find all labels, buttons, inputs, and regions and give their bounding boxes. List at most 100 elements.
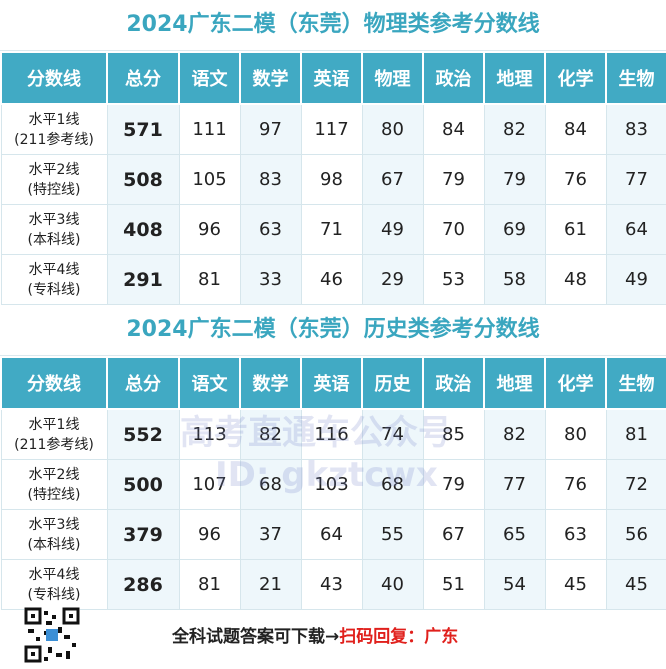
- score-cell: 64: [605, 204, 666, 255]
- score-cell: 69: [483, 204, 546, 255]
- score-cell: 83: [605, 103, 666, 155]
- score-cell: 98: [300, 154, 363, 205]
- data-row: 水平2线 (特控线) 500 107 68 103 68 79 77 76 72: [0, 459, 666, 510]
- level-note: (专科线): [27, 281, 81, 298]
- level-note: (211参考线): [14, 131, 94, 148]
- score-cell: 45: [544, 559, 607, 610]
- level-note: (本科线): [27, 231, 81, 248]
- level-cell: 水平4线 (专科线): [0, 254, 108, 305]
- header-row: 分数线 总分 语文 数学 英语 物理 政治 地理 化学 生物: [0, 51, 666, 105]
- data-row: 水平1线 (211参考线) 571 111 97 117 80 84 82 84 83: [0, 103, 666, 155]
- level-note: (专科线): [27, 586, 81, 603]
- score-cell: 84: [422, 103, 485, 155]
- score-cell: 68: [239, 459, 302, 510]
- total-cell: 500: [106, 459, 180, 510]
- total-cell: 571: [106, 103, 180, 155]
- header-cell: 总分: [106, 356, 180, 410]
- data-row: 水平3线 (本科线) 379 96 37 64 55 67 65 63 56: [0, 509, 666, 560]
- level-cell: 水平4线 (专科线): [0, 559, 108, 610]
- level-name: 水平4线: [28, 566, 80, 583]
- score-cell: 46: [300, 254, 363, 305]
- score-cell: 65: [483, 509, 546, 560]
- score-cell: 67: [422, 509, 485, 560]
- score-cell: 33: [239, 254, 302, 305]
- score-cell: 37: [239, 509, 302, 560]
- header-cell: 分数线: [0, 51, 108, 105]
- score-cell: 83: [239, 154, 302, 205]
- level-note: (特控线): [27, 486, 81, 503]
- header-cell: 地理: [483, 356, 546, 410]
- header-cell: 数学: [239, 51, 302, 105]
- qr-code: [24, 607, 80, 663]
- level-name: 水平1线: [28, 416, 80, 433]
- score-cell: 56: [605, 509, 666, 560]
- score-cell: 103: [300, 459, 363, 510]
- level-name: 水平3线: [28, 211, 80, 228]
- score-cell: 82: [483, 103, 546, 155]
- footer-label: 全科试题答案可下载→: [172, 627, 340, 647]
- score-cell: 81: [178, 559, 241, 610]
- score-cell: 45: [605, 559, 666, 610]
- score-cell: 97: [239, 103, 302, 155]
- score-cell: 82: [239, 408, 302, 460]
- header-cell: 政治: [422, 51, 485, 105]
- score-cell: 49: [605, 254, 666, 305]
- score-cell: 85: [422, 408, 485, 460]
- header-cell: 化学: [544, 356, 607, 410]
- score-cell: 67: [361, 154, 424, 205]
- level-name: 水平4线: [28, 261, 80, 278]
- score-cell: 84: [544, 103, 607, 155]
- score-cell: 80: [544, 408, 607, 460]
- score-cell: 96: [178, 204, 241, 255]
- footer: 全科试题答案可下载→扫码回复：广东: [0, 600, 666, 669]
- score-cell: 48: [544, 254, 607, 305]
- data-row: 水平4线 (专科线) 291 81 33 46 29 53 58 48 49: [0, 254, 666, 305]
- score-cell: 116: [300, 408, 363, 460]
- data-row: 水平1线 (211参考线) 552 113 82 116 74 85 82 80 81: [0, 408, 666, 460]
- score-cell: 96: [178, 509, 241, 560]
- score-table: 分数线 总分 语文 数学 英语 物理 政治 地理 化学 生物 水平1线 (211参考线) 571 111 9…: [0, 51, 666, 305]
- score-cell: 49: [361, 204, 424, 255]
- score-cell: 29: [361, 254, 424, 305]
- level-cell: 水平3线 (本科线): [0, 204, 108, 255]
- level-cell: 水平2线 (特控线): [0, 459, 108, 510]
- total-cell: 379: [106, 509, 180, 560]
- header-cell: 物理: [361, 51, 424, 105]
- score-cell: 72: [605, 459, 666, 510]
- level-name: 水平3线: [28, 516, 80, 533]
- score-cell: 105: [178, 154, 241, 205]
- tables: 2024广东二模（东莞）物理类参考分数线 分数线 总分 语文 数学 英语 物理 政治 地理 化学生…: [0, 0, 666, 610]
- level-note: (本科线): [27, 536, 81, 553]
- score-cell: 111: [178, 103, 241, 155]
- score-cell: 61: [544, 204, 607, 255]
- score-cell: 43: [300, 559, 363, 610]
- score-cell: 79: [422, 459, 485, 510]
- header-cell: 历史: [361, 356, 424, 410]
- score-cell: 76: [544, 154, 607, 205]
- score-cell: 40: [361, 559, 424, 610]
- data-row: 水平4线 (专科线) 286 81 21 43 40 51 54 45 45: [0, 559, 666, 610]
- score-cell: 53: [422, 254, 485, 305]
- score-cell: 74: [361, 408, 424, 460]
- score-cell: 117: [300, 103, 363, 155]
- score-cell: 113: [178, 408, 241, 460]
- table-title: 2024广东二模（东莞）物理类参考分数线: [0, 0, 666, 51]
- score-cell: 70: [422, 204, 485, 255]
- table-title: 2024广东二模（东莞）历史类参考分数线: [0, 305, 666, 356]
- score-cell: 77: [605, 154, 666, 205]
- level-name: 水平2线: [28, 466, 80, 483]
- score-cell: 51: [422, 559, 485, 610]
- score-cell: 21: [239, 559, 302, 610]
- level-note: (211参考线): [14, 436, 94, 453]
- score-cell: 55: [361, 509, 424, 560]
- total-cell: 408: [106, 204, 180, 255]
- level-note: (特控线): [27, 181, 81, 198]
- score-cell: 58: [483, 254, 546, 305]
- score-cell: 76: [544, 459, 607, 510]
- score-cell: 107: [178, 459, 241, 510]
- header-cell: 地理: [483, 51, 546, 105]
- score-cell: 54: [483, 559, 546, 610]
- header-cell: 英语: [300, 356, 363, 410]
- score-cell: 63: [239, 204, 302, 255]
